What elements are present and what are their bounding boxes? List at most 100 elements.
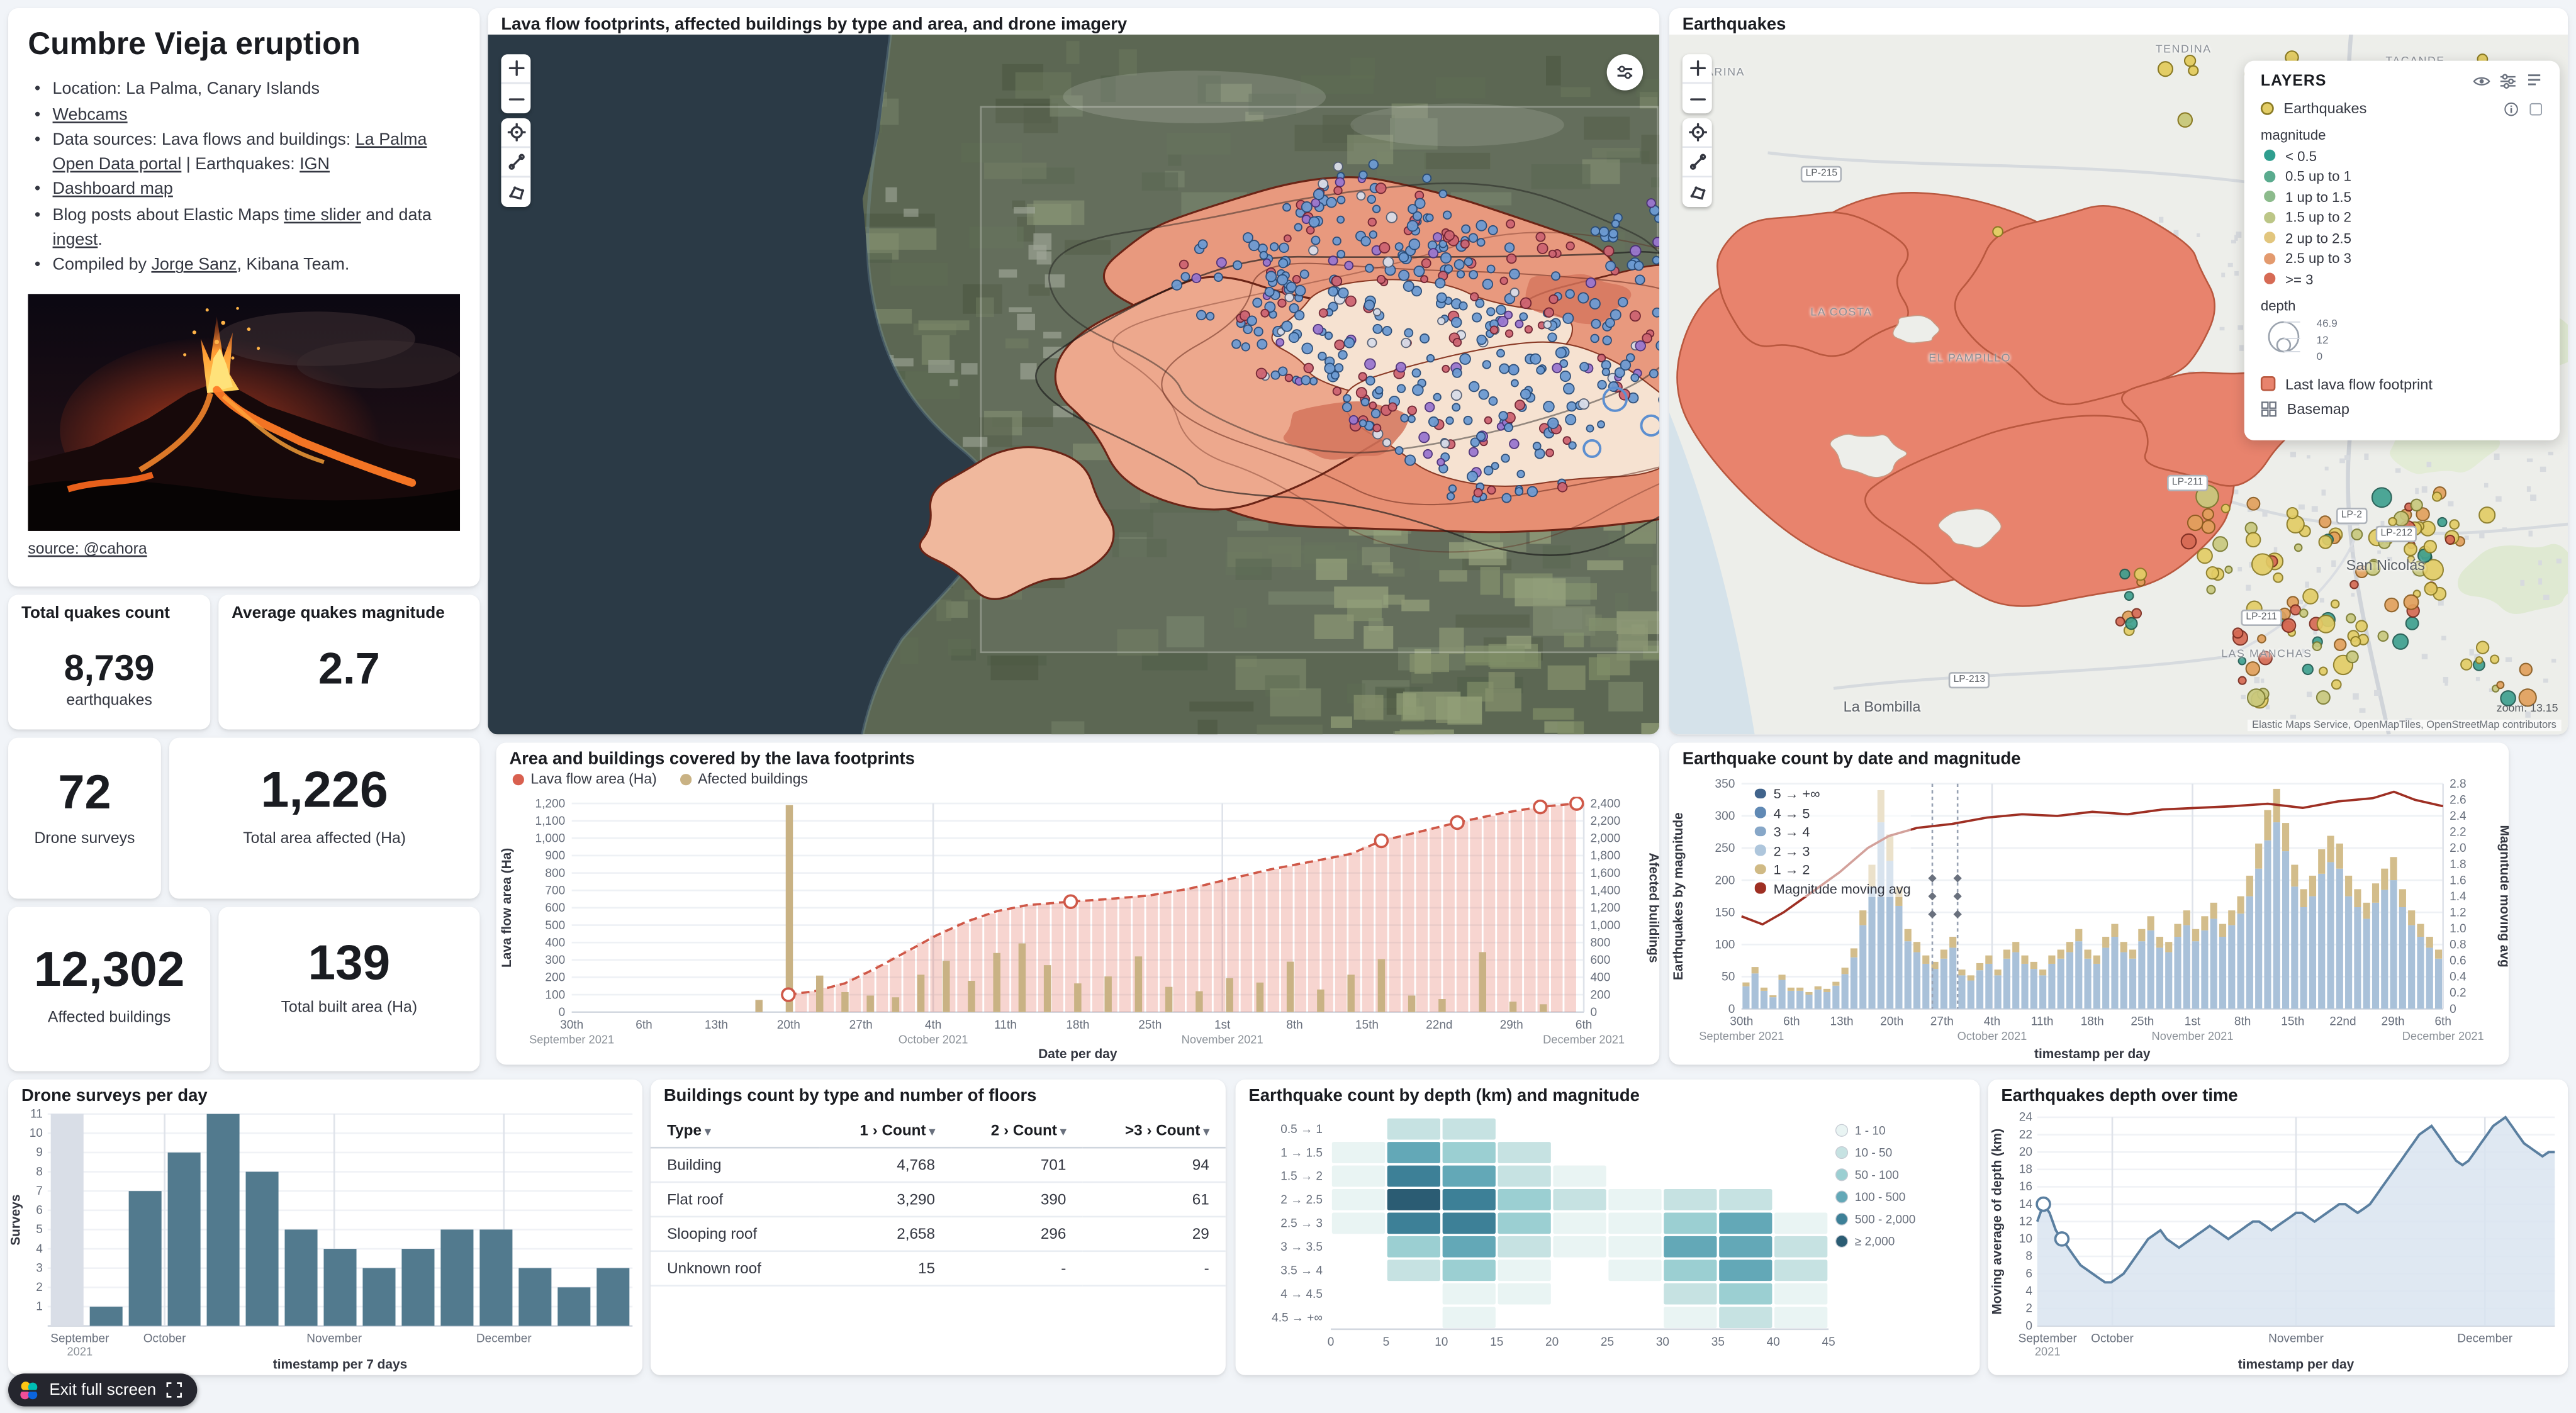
svg-text:1.6: 1.6: [2450, 874, 2466, 887]
volcano-photo: [28, 293, 461, 532]
legend-item[interactable]: 3 → 4: [1754, 823, 1911, 840]
legend-item[interactable]: 1 → 2: [1754, 861, 1911, 878]
layer-settings-icon[interactable]: [2499, 72, 2517, 91]
legend-item[interactable]: 2 → 3: [1754, 842, 1911, 859]
svg-text:5: 5: [1383, 1336, 1390, 1349]
legend-dot: [1754, 883, 1766, 894]
legend-label: 4 → 5: [1773, 804, 1810, 821]
svg-text:2021: 2021: [67, 1345, 93, 1358]
svg-text:50 - 100: 50 - 100: [1855, 1169, 1899, 1182]
svg-text:6th: 6th: [1783, 1015, 1800, 1029]
svg-text:October: October: [2091, 1332, 2134, 1346]
cell-count: 61: [1082, 1182, 1226, 1218]
road-badge: LP-212: [2375, 525, 2417, 542]
drone-surveys-chart[interactable]: 1 2 3 4 5 6 7 8 9 10 11 September 2021 October Novembe…: [8, 1107, 642, 1371]
svg-text:0: 0: [2025, 1319, 2032, 1332]
layer-info-icon[interactable]: [2504, 101, 2518, 116]
area-buildings-chart[interactable]: 0 100 200 300 400 500 600 700 800 900 1,000 1,100 1,…: [496, 796, 1659, 1061]
svg-text:Moving average of depth (km): Moving average of depth (km): [1990, 1129, 2004, 1315]
depth-over-time-chart[interactable]: 0 2 4 6 8 10 12 14 16 18 20 22 24 September 2021 Octobe…: [1988, 1107, 2568, 1371]
zoom-out-button[interactable]: [1682, 84, 1712, 114]
zoom-out-button[interactable]: [501, 84, 531, 114]
svg-text:4.5 → +∞: 4.5 → +∞: [1272, 1311, 1323, 1324]
markdown-text: | Earthquakes:: [181, 155, 300, 174]
legend-dot: [1754, 864, 1766, 875]
svg-text:2.0: 2.0: [2450, 842, 2466, 855]
metric-avg-magnitude: Average quakes magnitude 2.7: [218, 595, 480, 730]
svg-text:300: 300: [1715, 810, 1735, 823]
metric-label: Affected buildings: [47, 1008, 171, 1027]
svg-text:4: 4: [2025, 1285, 2032, 1298]
markdown-link[interactable]: time slider: [284, 207, 361, 225]
zoom-in-button[interactable]: [1682, 54, 1712, 84]
svg-text:4th: 4th: [1984, 1015, 2000, 1029]
svg-text:3 → 3.5: 3 → 3.5: [1280, 1241, 1323, 1254]
svg-text:December: December: [476, 1332, 532, 1346]
layer-lava-footprint-row[interactable]: Last lava flow footprint: [2260, 376, 2543, 392]
markdown-link[interactable]: Webcams: [52, 106, 128, 125]
cell-type: Flat roof: [650, 1182, 820, 1218]
cell-count: 2,658: [820, 1216, 952, 1253]
depth-magnitude-heatmap[interactable]: 0.5 → 1 1 → 1.5 1.5 → 2 2 → 2.5 2.5 → 3 3 → 3…: [1236, 1107, 1980, 1371]
panel-title: Buildings count by type and number of fl…: [663, 1086, 1037, 1106]
layer-basemap-row[interactable]: Basemap: [2261, 400, 2543, 416]
svg-text:0.4: 0.4: [2450, 971, 2467, 984]
svg-text:2,400: 2,400: [1591, 797, 1621, 810]
markdown-link[interactable]: La Palma Open Data portal: [52, 131, 427, 174]
markdown-link[interactable]: IGN: [300, 155, 330, 174]
svg-text:1st: 1st: [2185, 1015, 2201, 1029]
magnitude-class-row: 2.5 up to 3: [2264, 250, 2543, 266]
column-header-2-count[interactable]: 2 › Count ▾: [951, 1115, 1083, 1149]
svg-text:20: 20: [1545, 1336, 1559, 1349]
column-header-type[interactable]: Type ▾: [650, 1115, 820, 1149]
layer-earthquakes-row[interactable]: Earthquakes: [2260, 100, 2543, 116]
metric-total-quakes: Total quakes count 8,739 earthquakes: [8, 595, 211, 730]
svg-text:8th: 8th: [2234, 1015, 2251, 1029]
zoom-in-button[interactable]: [501, 54, 531, 84]
draw-shape-button[interactable]: [1682, 177, 1712, 208]
svg-text:2: 2: [36, 1281, 43, 1294]
fit-to-data-button[interactable]: [501, 118, 531, 148]
layer-checkbox-icon[interactable]: [2528, 101, 2543, 116]
markdown-link[interactable]: Dashboard map: [52, 181, 173, 200]
timeslider-toggle-button[interactable]: [1606, 54, 1644, 91]
legend-item[interactable]: Lava flow area (Ha): [512, 771, 657, 787]
exit-full-screen-button[interactable]: Exit full screen: [8, 1373, 198, 1407]
quake-map-panel: Earthquakes zoom: 13.15 Elastic Maps Ser…: [1669, 8, 2568, 735]
magnitude-class-label: 1.5 up to 2: [2285, 208, 2351, 225]
markdown-bullet: Location: La Palma, Canary Islands: [35, 79, 460, 103]
visibility-eye-icon[interactable]: [2473, 72, 2491, 91]
column-header-1-count[interactable]: 1 › Count ▾: [820, 1115, 952, 1149]
svg-text:1: 1: [36, 1300, 43, 1314]
magnitude-class-dot: [2264, 252, 2276, 264]
column-header-3plus-count[interactable]: >3 › Count ▾: [1082, 1115, 1226, 1149]
measure-distance-button[interactable]: [501, 148, 531, 178]
legend-dot: [1754, 845, 1766, 856]
place-label: San Nicolás: [2346, 557, 2426, 574]
road-badge: LP-215: [1800, 165, 1842, 182]
basemap-layer-label: Basemap: [2287, 400, 2349, 417]
legend-item[interactable]: 5 → +∞: [1754, 785, 1911, 801]
svg-text:20th: 20th: [1880, 1015, 1903, 1029]
photo-source-link[interactable]: source: @cahora: [28, 540, 147, 559]
earthquakes-map[interactable]: zoom: 13.15 Elastic Maps Service, OpenMa…: [1669, 34, 2568, 735]
markdown-link[interactable]: Jorge Sanz: [151, 257, 237, 275]
satellite-map-canvas[interactable]: [488, 34, 1660, 735]
metric-value: 1,226: [260, 761, 388, 818]
draw-shape-button[interactable]: [501, 177, 531, 208]
legend-item[interactable]: Magnitude moving avg: [1754, 880, 1911, 896]
legend-item[interactable]: Afected buildings: [680, 771, 808, 787]
collapse-panel-icon[interactable]: [2525, 72, 2543, 91]
svg-text:200: 200: [1715, 874, 1735, 887]
quake-date-chart-panel: Earthquake count by date and magnitude 0…: [1669, 742, 2509, 1065]
depth-circles-icon: [2268, 320, 2300, 352]
svg-text:2.6: 2.6: [2450, 794, 2466, 807]
svg-text:1.5 → 2: 1.5 → 2: [1280, 1170, 1323, 1183]
measure-distance-button[interactable]: [1682, 148, 1712, 178]
markdown-link[interactable]: ingest: [52, 231, 98, 250]
satellite-map[interactable]: [488, 34, 1660, 735]
svg-text:500: 500: [545, 919, 565, 932]
fit-to-data-button[interactable]: [1682, 118, 1712, 148]
cell-count: -: [1082, 1251, 1226, 1287]
legend-item[interactable]: 4 → 5: [1754, 804, 1911, 821]
